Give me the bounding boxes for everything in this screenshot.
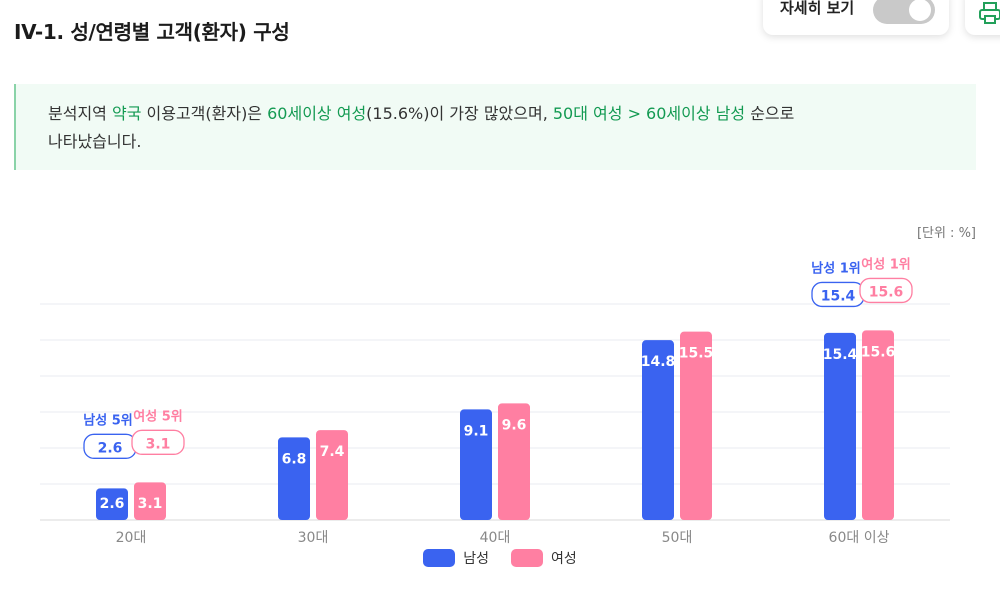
legend-swatch-female bbox=[511, 549, 543, 567]
bar-value-label: 7.4 bbox=[320, 444, 345, 460]
callout-value-female: 15.6 bbox=[869, 284, 904, 300]
callout-rank-female: 여성 5위 bbox=[133, 408, 182, 424]
callout-box-female bbox=[131, 429, 185, 455]
callout-rank-female: 여성 1위 bbox=[861, 256, 910, 272]
callout-rank-male: 남성 1위 bbox=[811, 260, 860, 276]
x-tick-label: 50대 bbox=[662, 530, 693, 545]
bar-female bbox=[680, 331, 712, 520]
bar-value-label: 15.5 bbox=[679, 346, 714, 362]
summary-part: 이용고객(환자)은 bbox=[141, 104, 268, 123]
page-title: IV-1. 성/연령별 고객(환자) 구성 bbox=[14, 20, 290, 44]
legend-item-male[interactable]: 남성 bbox=[423, 548, 489, 568]
callout-value-female: 3.1 bbox=[146, 436, 171, 452]
legend-label-female: 여성 bbox=[551, 551, 577, 567]
callout-value-male: 15.4 bbox=[821, 288, 856, 304]
bar-value-label: 15.4 bbox=[823, 347, 858, 363]
detail-toggle-switch[interactable] bbox=[873, 0, 935, 24]
detail-toggle-card[interactable]: 자세히 보기 bbox=[763, 0, 949, 35]
toggle-knob bbox=[909, 0, 931, 21]
bar-male bbox=[642, 340, 674, 520]
unit-label: [단위 : %] bbox=[916, 226, 976, 241]
bar-male bbox=[278, 437, 310, 520]
bar-value-label: 2.6 bbox=[100, 496, 125, 512]
summary-part: (15.6%)이 가장 많았으며, bbox=[366, 104, 553, 123]
bar-female bbox=[134, 482, 166, 520]
x-tick-label: 40대 bbox=[480, 530, 511, 545]
bar-male bbox=[460, 409, 492, 520]
bar-female bbox=[498, 403, 530, 520]
summary-part: 나타났습니다. bbox=[48, 132, 142, 151]
legend-swatch-male bbox=[423, 549, 456, 567]
callout-value-male: 2.6 bbox=[98, 440, 123, 456]
summary-highlight: 50대 여성 > 60세이상 남성 bbox=[552, 104, 746, 123]
bar-female bbox=[316, 430, 348, 520]
bar-male bbox=[824, 332, 856, 520]
bar-value-label: 3.1 bbox=[138, 496, 163, 512]
callout-box-female bbox=[859, 277, 913, 304]
summary-highlight: 약국 bbox=[111, 104, 142, 123]
detail-toggle-label: 자세히 보기 bbox=[780, 0, 855, 17]
summary-text: 분석지역 약국 이용고객(환자)은 60세이상 여성(15.6%)이 가장 많았… bbox=[48, 100, 928, 156]
callout-rank-male: 남성 5위 bbox=[83, 412, 132, 428]
bar-value-label: 15.6 bbox=[861, 344, 896, 360]
print-button[interactable] bbox=[965, 0, 1000, 35]
printer-icon bbox=[979, 2, 1000, 24]
summary-part: 순으로 bbox=[745, 104, 795, 123]
chart-legend: 남성 여성 bbox=[0, 548, 1000, 568]
x-tick-label: 20대 bbox=[116, 530, 147, 545]
bar-value-label: 6.8 bbox=[282, 451, 307, 467]
age-gender-bar-chart: 2.6 3.1 20대 남성 5위 여성 5위 2.6 3.1 6.8 7.4 30대 9.1 9.6… bbox=[40, 256, 950, 545]
bar-female bbox=[862, 330, 894, 520]
bar-value-label: 9.1 bbox=[464, 423, 489, 439]
summary-highlight: 60세이상 여성 bbox=[267, 104, 367, 123]
summary-box: 분석지역 약국 이용고객(환자)은 60세이상 여성(15.6%)이 가장 많았… bbox=[14, 84, 976, 170]
bar-value-label: 14.8 bbox=[641, 354, 676, 370]
x-tick-label: 60대 이상 bbox=[829, 530, 890, 545]
x-tick-label: 30대 bbox=[298, 530, 329, 545]
legend-label-male: 남성 bbox=[463, 551, 489, 567]
bar-male bbox=[96, 488, 128, 520]
bar-value-label: 9.6 bbox=[502, 417, 527, 433]
legend-item-female[interactable]: 여성 bbox=[511, 548, 577, 568]
summary-part: 분석지역 bbox=[48, 104, 112, 123]
